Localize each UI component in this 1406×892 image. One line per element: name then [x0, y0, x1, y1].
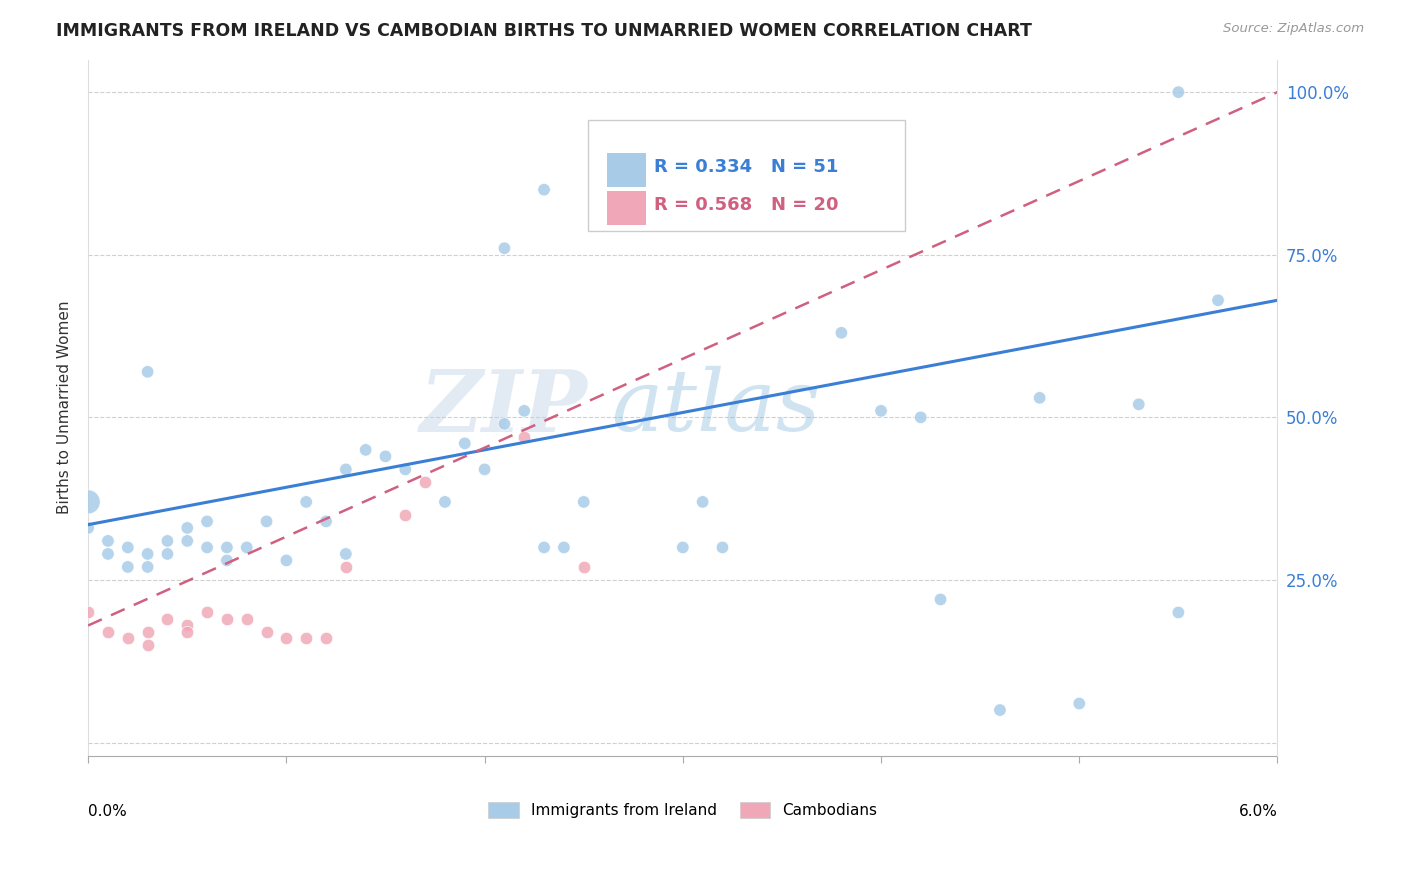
Point	[494, 417, 516, 431]
Point	[929, 592, 952, 607]
Point	[533, 541, 555, 555]
Point	[195, 515, 218, 529]
Point	[354, 442, 377, 457]
Point	[295, 632, 318, 646]
Point	[215, 541, 238, 555]
Point	[474, 462, 496, 476]
Point	[97, 547, 120, 561]
Point	[156, 612, 179, 626]
Point	[176, 618, 198, 632]
Point	[136, 638, 159, 652]
Point	[136, 547, 159, 561]
Point	[553, 541, 575, 555]
Point	[1167, 85, 1189, 99]
Point	[315, 632, 337, 646]
Point	[572, 560, 595, 574]
Text: ZIP: ZIP	[420, 366, 588, 450]
Point	[256, 515, 278, 529]
Point	[97, 625, 120, 640]
Point	[136, 625, 159, 640]
Point	[494, 241, 516, 255]
Point	[195, 606, 218, 620]
Text: IMMIGRANTS FROM IRELAND VS CAMBODIAN BIRTHS TO UNMARRIED WOMEN CORRELATION CHART: IMMIGRANTS FROM IRELAND VS CAMBODIAN BIR…	[56, 22, 1032, 40]
Point	[276, 632, 298, 646]
Point	[910, 410, 932, 425]
Point	[433, 495, 456, 509]
Point	[454, 436, 477, 450]
Point	[672, 541, 695, 555]
Point	[335, 560, 357, 574]
Point	[988, 703, 1011, 717]
Point	[413, 475, 436, 490]
Point	[394, 508, 416, 522]
Point	[1028, 391, 1050, 405]
Point	[513, 404, 536, 418]
Point	[276, 553, 298, 567]
Point	[1069, 697, 1091, 711]
Point	[235, 541, 257, 555]
Point	[572, 495, 595, 509]
Point	[374, 450, 396, 464]
Point	[77, 606, 100, 620]
Point	[117, 632, 139, 646]
Point	[195, 541, 218, 555]
Point	[136, 560, 159, 574]
Point	[215, 612, 238, 626]
Point	[97, 533, 120, 548]
Point	[156, 533, 179, 548]
Legend: Immigrants from Ireland, Cambodians: Immigrants from Ireland, Cambodians	[482, 797, 883, 824]
Point	[315, 515, 337, 529]
Point	[215, 553, 238, 567]
Point	[1167, 606, 1189, 620]
Point	[513, 430, 536, 444]
Point	[136, 365, 159, 379]
Point	[295, 495, 318, 509]
Point	[335, 547, 357, 561]
Point	[156, 547, 179, 561]
Point	[176, 521, 198, 535]
Point	[830, 326, 852, 340]
Point	[533, 183, 555, 197]
Text: 6.0%: 6.0%	[1239, 805, 1278, 819]
Point	[117, 541, 139, 555]
Point	[77, 521, 100, 535]
Text: R = 0.334   N = 51: R = 0.334 N = 51	[654, 158, 839, 177]
Point	[394, 462, 416, 476]
Point	[692, 495, 714, 509]
Point	[117, 560, 139, 574]
Text: atlas: atlas	[612, 367, 821, 449]
Point	[176, 533, 198, 548]
Point	[256, 625, 278, 640]
Y-axis label: Births to Unmarried Women: Births to Unmarried Women	[58, 301, 72, 515]
Text: 0.0%: 0.0%	[89, 805, 127, 819]
Point	[335, 462, 357, 476]
Point	[77, 495, 100, 509]
Point	[711, 541, 734, 555]
Point	[235, 612, 257, 626]
Point	[870, 404, 893, 418]
Point	[176, 625, 198, 640]
Text: R = 0.568   N = 20: R = 0.568 N = 20	[654, 196, 839, 214]
Point	[1128, 397, 1150, 411]
Text: Source: ZipAtlas.com: Source: ZipAtlas.com	[1223, 22, 1364, 36]
Point	[1206, 293, 1229, 308]
